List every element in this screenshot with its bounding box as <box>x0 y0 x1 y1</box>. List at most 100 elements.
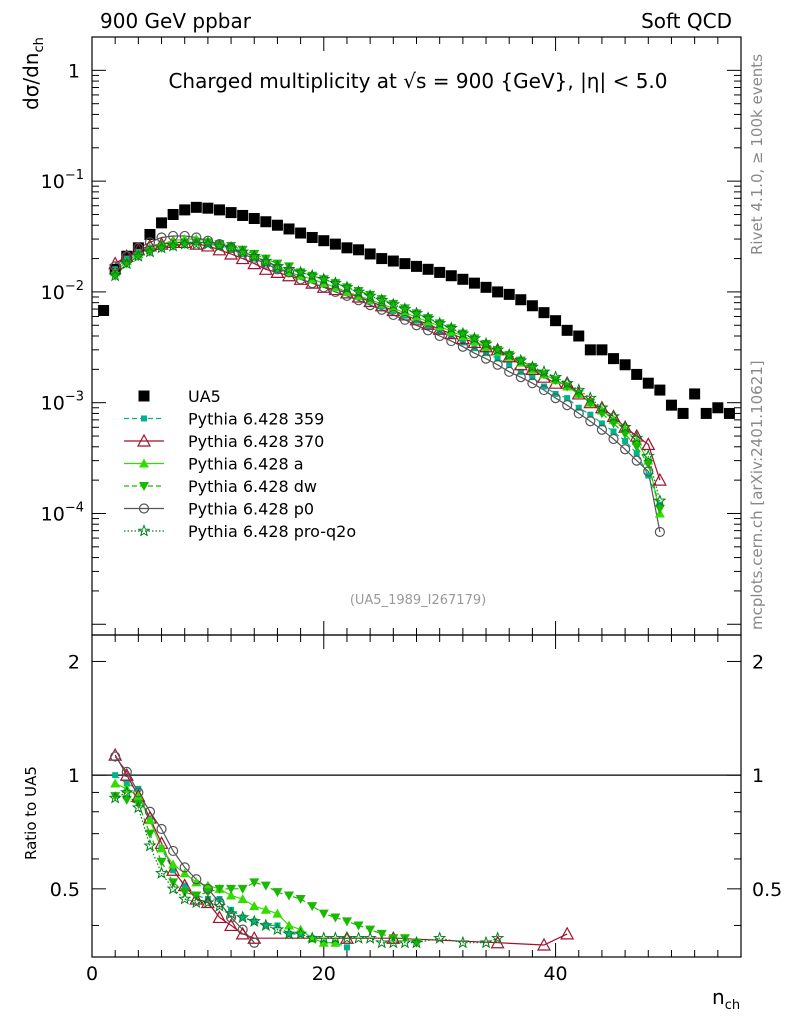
y-tick-label-base: 10 <box>41 503 65 525</box>
header-left: 900 GeV ppbar <box>100 9 252 33</box>
data-point <box>536 937 551 951</box>
data-point <box>398 935 412 949</box>
legend-label: Pythia 6.428 pro-q2o <box>188 522 356 541</box>
data-point <box>132 242 144 254</box>
data-point <box>585 416 596 427</box>
data-point <box>133 791 144 801</box>
data-point <box>213 204 225 216</box>
data-point <box>376 295 387 305</box>
x-axis-label-sub: ch <box>725 998 740 1013</box>
data-point <box>433 316 447 329</box>
data-point <box>123 780 130 787</box>
data-point <box>202 238 213 248</box>
data-point <box>249 878 260 888</box>
data-point <box>294 265 308 279</box>
data-point <box>144 228 156 240</box>
data-point <box>191 874 202 885</box>
data-point <box>620 444 631 455</box>
data-point <box>108 268 122 282</box>
data-point <box>272 264 283 275</box>
data-point <box>641 449 655 462</box>
data-point <box>131 249 146 262</box>
main-plot-frame <box>91 36 742 636</box>
data-point <box>284 920 295 930</box>
data-point <box>236 244 250 258</box>
data-point <box>121 251 132 262</box>
data-point <box>247 256 262 270</box>
ratio-ytick-label-left: 0.5 <box>50 879 80 901</box>
data-point <box>388 309 399 321</box>
data-point <box>141 415 147 422</box>
data-point <box>527 378 538 389</box>
data-point <box>529 374 536 381</box>
data-point <box>434 330 445 342</box>
data-point <box>411 320 422 331</box>
data-point <box>457 273 469 285</box>
data-point <box>700 407 712 419</box>
data-point <box>329 238 341 250</box>
data-point <box>469 348 480 359</box>
data-point <box>630 431 644 444</box>
side-mcplots-label: mcplots.cern.ch [arXiv:2401.10621] <box>748 360 766 630</box>
data-point <box>386 935 401 949</box>
data-point <box>411 260 422 272</box>
data-point <box>154 240 169 254</box>
data-point <box>224 906 238 920</box>
data-point <box>398 302 412 315</box>
data-point <box>575 404 582 411</box>
main-ylabel-sub: ch <box>32 37 47 52</box>
data-point <box>351 284 366 298</box>
data-point <box>340 280 354 293</box>
data-point <box>214 897 225 908</box>
data-point <box>237 245 248 255</box>
data-point <box>328 276 342 289</box>
ratio-ytick-label-right: 2 <box>752 651 764 673</box>
data-point <box>363 931 377 944</box>
data-point <box>283 223 295 235</box>
data-point <box>376 929 387 939</box>
x-tick-label: 0 <box>86 963 98 985</box>
data-point <box>237 248 248 260</box>
data-point <box>284 262 295 272</box>
main-ylabel: dσ/dnch <box>19 37 47 110</box>
data-point <box>202 202 214 214</box>
data-point <box>305 268 319 282</box>
data-point <box>139 482 149 491</box>
data-point <box>409 306 424 319</box>
data-point <box>306 231 318 243</box>
data-point <box>468 277 480 289</box>
data-point <box>689 388 701 400</box>
data-point <box>480 353 492 364</box>
data-point <box>643 459 654 469</box>
data-point <box>421 311 435 324</box>
data-point <box>305 931 319 944</box>
data-point <box>504 366 515 377</box>
data-point <box>503 288 515 300</box>
data-point <box>365 300 376 311</box>
data-point <box>653 493 667 507</box>
data-point <box>583 391 598 404</box>
data-point <box>249 901 260 911</box>
data-point <box>432 931 447 944</box>
data-point <box>204 895 211 902</box>
data-point <box>110 778 121 788</box>
data-point <box>457 341 468 352</box>
x-tick-labels: 0 20 40 <box>86 963 568 985</box>
data-point <box>286 930 293 937</box>
data-point <box>282 926 296 940</box>
ratio-ytick-label-left: 2 <box>68 651 80 673</box>
data-point <box>633 450 640 457</box>
legend-label: Pythia 6.428 a <box>188 455 304 474</box>
data-point <box>156 843 167 853</box>
data-point <box>353 921 364 931</box>
data-point <box>399 314 411 325</box>
data-point <box>179 862 190 873</box>
data-point <box>561 324 573 336</box>
data-point <box>365 925 376 935</box>
data-point <box>573 408 584 419</box>
data-point <box>112 772 119 779</box>
data-point <box>596 344 608 356</box>
data-point <box>272 888 283 898</box>
data-point <box>270 265 285 279</box>
